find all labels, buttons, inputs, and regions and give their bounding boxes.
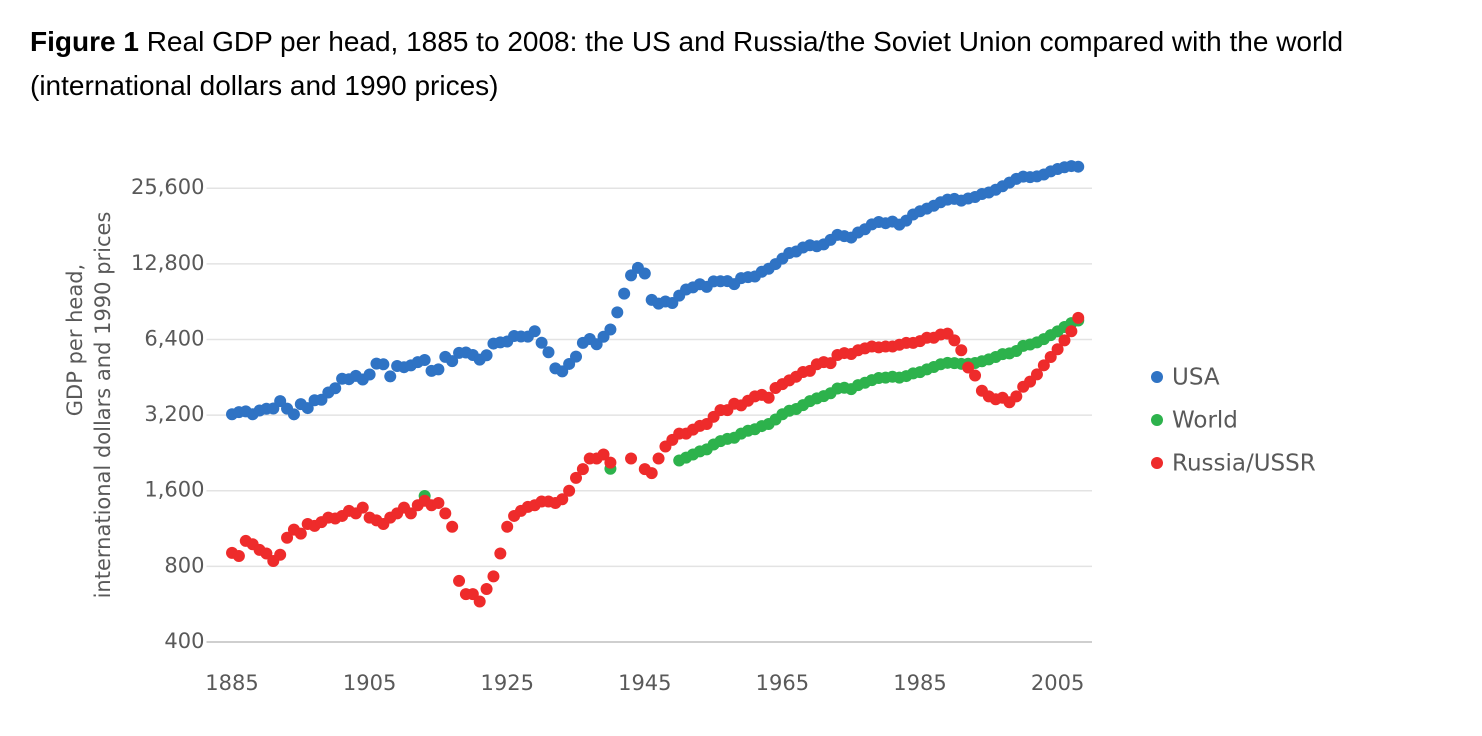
data-point [1058,334,1071,347]
data-point [432,363,445,376]
data-point [618,287,631,300]
y-tick-label: 12,800 [131,251,204,275]
data-point [1051,343,1064,356]
data-point [1037,359,1050,372]
data-point [597,448,610,461]
legend-marker [1151,371,1163,383]
data-point [576,463,589,476]
title-block: Figure 1 Real GDP per head, 1885 to 2008… [30,20,1460,108]
data-point [446,520,459,533]
y-tick-label: 3,200 [144,402,204,426]
data-point [955,344,968,357]
data-point [480,583,493,596]
y-tick-label: 25,600 [131,175,204,199]
data-point [604,323,617,336]
data-point [948,334,961,347]
x-tick-label: 1925 [480,671,533,695]
data-point [294,527,307,540]
legend-marker [1151,414,1163,426]
data-point [439,507,452,520]
data-point [232,549,245,562]
y-tick-label: 800 [164,553,204,577]
data-point [652,452,665,465]
data-point [762,391,775,404]
data-point [556,493,569,506]
data-point [287,408,300,421]
legend-label: USA [1172,365,1220,391]
data-point [432,496,445,509]
y-tick-label: 400 [164,629,204,653]
data-point [962,361,975,374]
data-point [535,336,548,349]
data-point [570,350,583,363]
data-point [969,369,982,382]
data-point [446,355,459,368]
data-point [542,346,555,359]
legend-label: World [1172,408,1238,434]
y-axis-label: international dollars and 1990 prices [91,212,115,599]
x-tick-label: 1885 [205,671,258,695]
y-tick-label: 6,400 [144,326,204,350]
data-point [645,467,658,480]
legend-label: Russia/USSR [1172,451,1316,477]
data-point [625,452,638,465]
data-point [329,382,342,395]
data-point [274,548,287,561]
data-point [611,306,624,319]
data-point [638,267,651,280]
data-point [281,531,294,544]
data-point [418,354,431,367]
data-point [1065,325,1078,338]
data-point [1044,350,1057,363]
y-tick-label: 1,600 [144,478,204,502]
data-point [570,471,583,484]
x-tick-label: 2005 [1031,671,1084,695]
data-point [1010,390,1023,403]
data-point [384,370,397,383]
data-point [473,595,486,608]
data-point [301,402,314,415]
data-point [1072,311,1085,324]
x-tick-label: 1965 [756,671,809,695]
data-point [1030,368,1043,381]
data-point [528,325,541,338]
chart-title: Real GDP per head, 1885 to 2008: the US … [30,26,1344,101]
data-point [404,507,417,520]
data-point [501,520,514,533]
figure-label: Figure 1 [30,26,139,57]
x-tick-label: 1945 [618,671,671,695]
data-point [824,357,837,370]
data-point [563,484,576,497]
data-point [487,570,500,583]
data-point [480,349,493,362]
x-tick-label: 1905 [343,671,396,695]
y-axis-label: GDP per head, [63,264,87,416]
data-point [363,368,376,381]
legend-marker [1151,457,1163,469]
data-point [453,574,466,587]
data-point [356,501,369,514]
data-point [604,456,617,469]
data-point [1072,160,1085,173]
data-point [274,395,287,408]
data-point [377,358,390,371]
x-tick-label: 1985 [893,671,946,695]
data-point [494,547,507,560]
